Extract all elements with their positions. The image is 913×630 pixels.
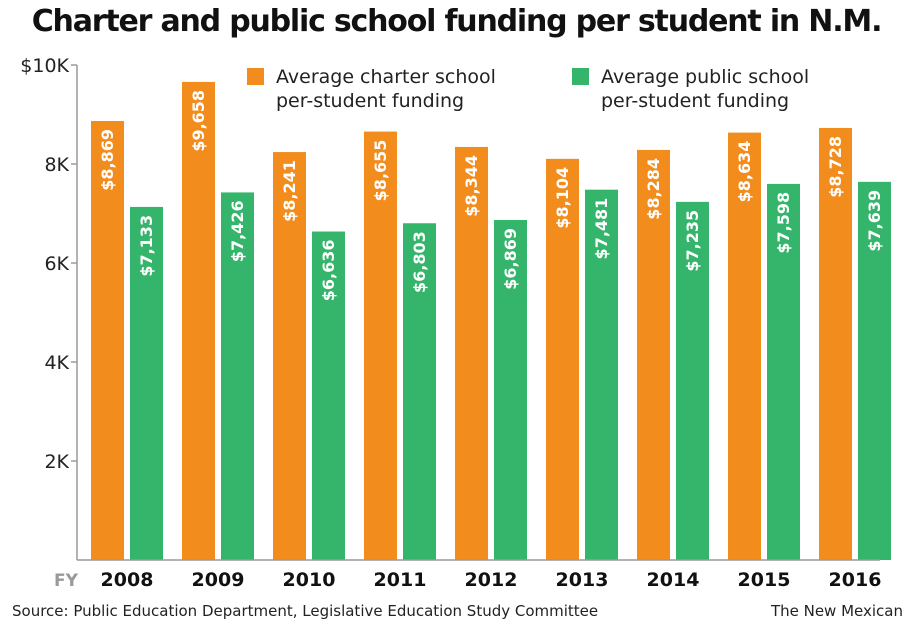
credit: The New Mexican bbox=[770, 602, 903, 620]
data-label: $8,655 bbox=[371, 140, 390, 202]
bar bbox=[819, 127, 852, 561]
data-label: $7,426 bbox=[228, 200, 247, 262]
bar bbox=[91, 120, 124, 560]
data-label: $7,133 bbox=[137, 215, 156, 277]
y-tick-label: 6K bbox=[44, 253, 69, 275]
bar bbox=[182, 81, 215, 560]
data-label: $8,104 bbox=[553, 167, 572, 229]
bar bbox=[767, 183, 800, 561]
x-tick-label: 2009 bbox=[192, 569, 245, 591]
data-label: $6,636 bbox=[319, 240, 338, 302]
y-tick-label: $10K bbox=[20, 55, 69, 77]
data-label: $6,803 bbox=[410, 231, 429, 293]
bar bbox=[455, 146, 488, 561]
legend-label: per-student funding bbox=[276, 90, 464, 112]
data-label: $8,344 bbox=[462, 155, 481, 217]
source-note: Source: Public Education Department, Leg… bbox=[12, 602, 599, 620]
data-label: $8,634 bbox=[735, 141, 754, 203]
bar bbox=[221, 192, 254, 560]
legend-label: Average charter school bbox=[276, 66, 496, 88]
x-tick-label: 2015 bbox=[738, 569, 791, 591]
data-label: $7,639 bbox=[865, 190, 884, 252]
x-axis-prefix: FY bbox=[54, 571, 79, 591]
bar bbox=[273, 152, 306, 560]
bar bbox=[494, 219, 527, 560]
bar bbox=[858, 181, 891, 560]
data-label: $7,598 bbox=[774, 192, 793, 254]
x-tick-label: 2016 bbox=[829, 569, 882, 591]
x-tick-label: 2014 bbox=[647, 569, 700, 591]
x-tick-label: 2008 bbox=[101, 569, 154, 591]
bar bbox=[403, 223, 436, 560]
bar bbox=[676, 201, 709, 560]
y-tick-label: 8K bbox=[44, 154, 69, 176]
bar bbox=[585, 189, 618, 561]
bar bbox=[312, 231, 345, 560]
data-label: $8,869 bbox=[98, 129, 117, 191]
legend-label: per-student funding bbox=[601, 90, 789, 112]
bar bbox=[546, 158, 579, 561]
legend-label: Average public school bbox=[601, 66, 809, 88]
x-tick-label: 2011 bbox=[374, 569, 427, 591]
legend-swatch bbox=[247, 68, 264, 85]
chart-title: Charter and public school funding per st… bbox=[31, 4, 883, 39]
data-label: $8,728 bbox=[826, 136, 845, 198]
bar bbox=[364, 131, 397, 560]
legend-swatch bbox=[572, 68, 589, 85]
x-tick-label: 2013 bbox=[556, 569, 609, 591]
bar bbox=[130, 206, 163, 560]
data-label: $7,235 bbox=[683, 210, 702, 272]
y-tick-label: 4K bbox=[44, 352, 69, 374]
data-label: $9,658 bbox=[189, 90, 208, 152]
data-label: $8,284 bbox=[644, 158, 663, 220]
x-tick-label: 2010 bbox=[283, 569, 336, 591]
data-label: $6,869 bbox=[501, 228, 520, 290]
bar bbox=[728, 132, 761, 560]
data-label: $7,481 bbox=[592, 198, 611, 260]
bar bbox=[637, 149, 670, 560]
x-tick-label: 2012 bbox=[465, 569, 518, 591]
data-label: $8,241 bbox=[280, 160, 299, 222]
y-tick-label: 2K bbox=[44, 451, 69, 473]
